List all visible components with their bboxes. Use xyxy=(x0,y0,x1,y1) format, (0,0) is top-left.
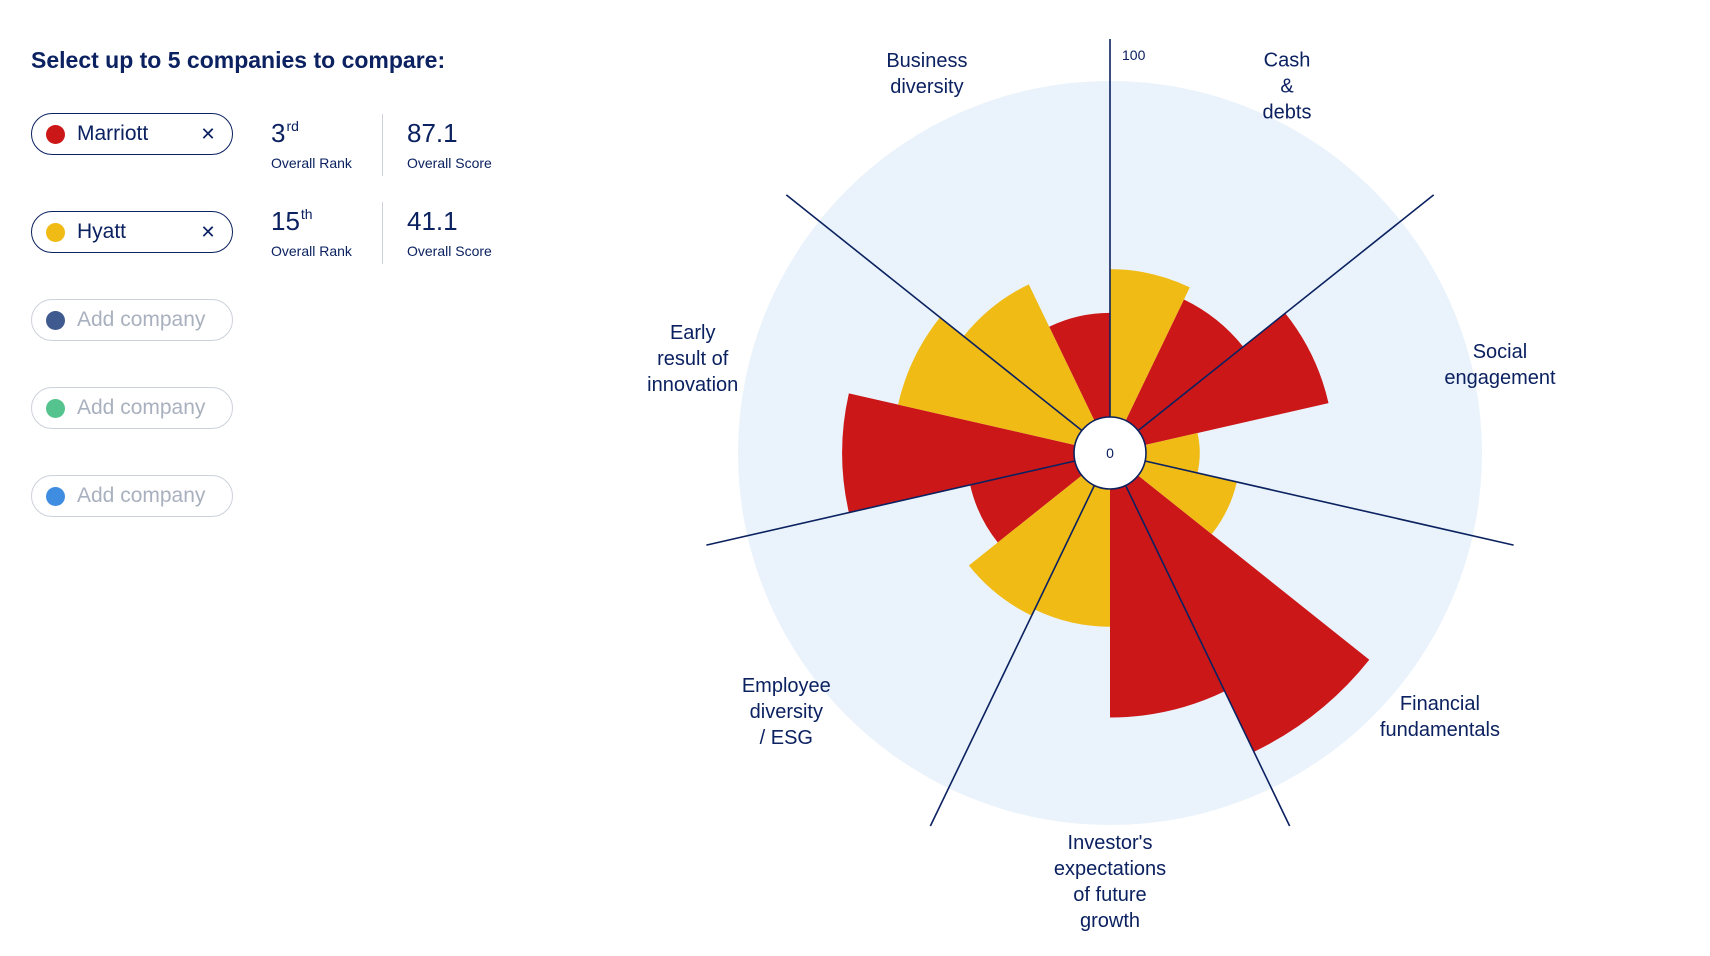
axis-spoke xyxy=(1144,460,1514,546)
sector-marriott-6[interactable] xyxy=(1049,312,1110,421)
close-icon[interactable]: ✕ xyxy=(200,221,216,242)
add-company-placeholder: Add company xyxy=(77,484,206,507)
stat-divider xyxy=(382,114,383,176)
sector-hyatt-5[interactable] xyxy=(898,317,1082,445)
category-label-3: Investor's expectations of future growth xyxy=(1054,832,1166,932)
score-label: Overall Score xyxy=(407,243,492,259)
company-color-dot xyxy=(46,124,65,144)
category-label-4: Employee diversity / ESG xyxy=(742,675,831,749)
axis-spoke xyxy=(706,460,1076,546)
category-label-2: Financial fundamentals xyxy=(1380,693,1500,741)
sector-marriott-0[interactable] xyxy=(1125,299,1244,431)
close-icon[interactable]: ✕ xyxy=(200,123,216,144)
sector-hyatt-3[interactable] xyxy=(1034,485,1110,627)
slot-color-dot xyxy=(46,310,65,330)
rank-label: Overall Rank xyxy=(271,155,352,171)
category-label-6: Business diversity xyxy=(886,50,967,98)
sector-marriott-1[interactable] xyxy=(1138,313,1329,445)
rank-number: 15 xyxy=(271,206,300,236)
category-label-5: Early result of innovation xyxy=(647,322,738,396)
tick-label-max: 100 xyxy=(1122,47,1146,63)
category-label-1: Social engagement xyxy=(1444,341,1556,389)
axis-spoke xyxy=(785,194,1083,432)
sector-marriott-2[interactable] xyxy=(1125,475,1370,752)
score-value: 41.1 xyxy=(407,206,458,236)
sector-hyatt-0[interactable] xyxy=(1110,269,1190,421)
overall-score-hyatt: 41.1 Overall Score xyxy=(407,206,492,259)
add-company-placeholder: Add company xyxy=(77,396,206,419)
slot-color-dot xyxy=(46,398,65,418)
sector-hyatt-2[interactable] xyxy=(1138,461,1237,535)
add-company-slot-4[interactable]: Add company xyxy=(31,387,233,429)
page-title: Select up to 5 companies to compare: xyxy=(31,47,446,73)
rank-label: Overall Rank xyxy=(271,243,352,259)
company-chip-hyatt[interactable]: Hyatt ✕ xyxy=(31,211,233,253)
polar-area-chart: 0 100 Cash & debts Social engagement Financial f… xyxy=(647,39,1556,932)
overall-rank-hyatt: 15th Overall Rank xyxy=(271,206,352,259)
axis-spoke xyxy=(1124,485,1291,827)
add-company-slot-3[interactable]: Add company xyxy=(31,299,233,341)
overall-score-marriott: 87.1 Overall Score xyxy=(407,118,492,171)
company-chip-marriott[interactable]: Marriott ✕ xyxy=(31,113,233,155)
sector-hyatt-4[interactable] xyxy=(968,475,1095,616)
stat-divider xyxy=(382,202,383,264)
chart-center xyxy=(1073,416,1147,490)
axis-spoke xyxy=(1137,194,1435,432)
company-name: Marriott xyxy=(77,122,149,145)
add-company-slot-5[interactable]: Add company xyxy=(31,475,233,517)
tick-label-min: 0 xyxy=(1106,445,1114,461)
slot-color-dot xyxy=(46,486,65,506)
rank-suffix: th xyxy=(300,206,313,222)
sector-hyatt-1[interactable] xyxy=(1145,433,1200,473)
score-value: 87.1 xyxy=(407,118,458,148)
add-company-placeholder: Add company xyxy=(77,308,206,331)
axis-spoke xyxy=(929,485,1096,827)
company-selector-panel: Select up to 5 companies to compare: Mar… xyxy=(0,0,560,600)
company-name: Hyatt xyxy=(77,220,127,243)
sector-hyatt-6[interactable] xyxy=(963,284,1095,431)
score-label: Overall Score xyxy=(407,155,492,171)
rank-suffix: rd xyxy=(286,118,299,134)
company-color-dot xyxy=(46,222,65,242)
sector-marriott-3[interactable] xyxy=(1110,485,1225,718)
category-label-0: Cash & debts xyxy=(1263,49,1312,123)
overall-rank-marriott: 3rd Overall Rank xyxy=(271,118,352,171)
rank-number: 3 xyxy=(271,118,286,148)
sector-marriott-5[interactable] xyxy=(842,393,1075,513)
sector-marriott-4[interactable] xyxy=(970,461,1082,543)
